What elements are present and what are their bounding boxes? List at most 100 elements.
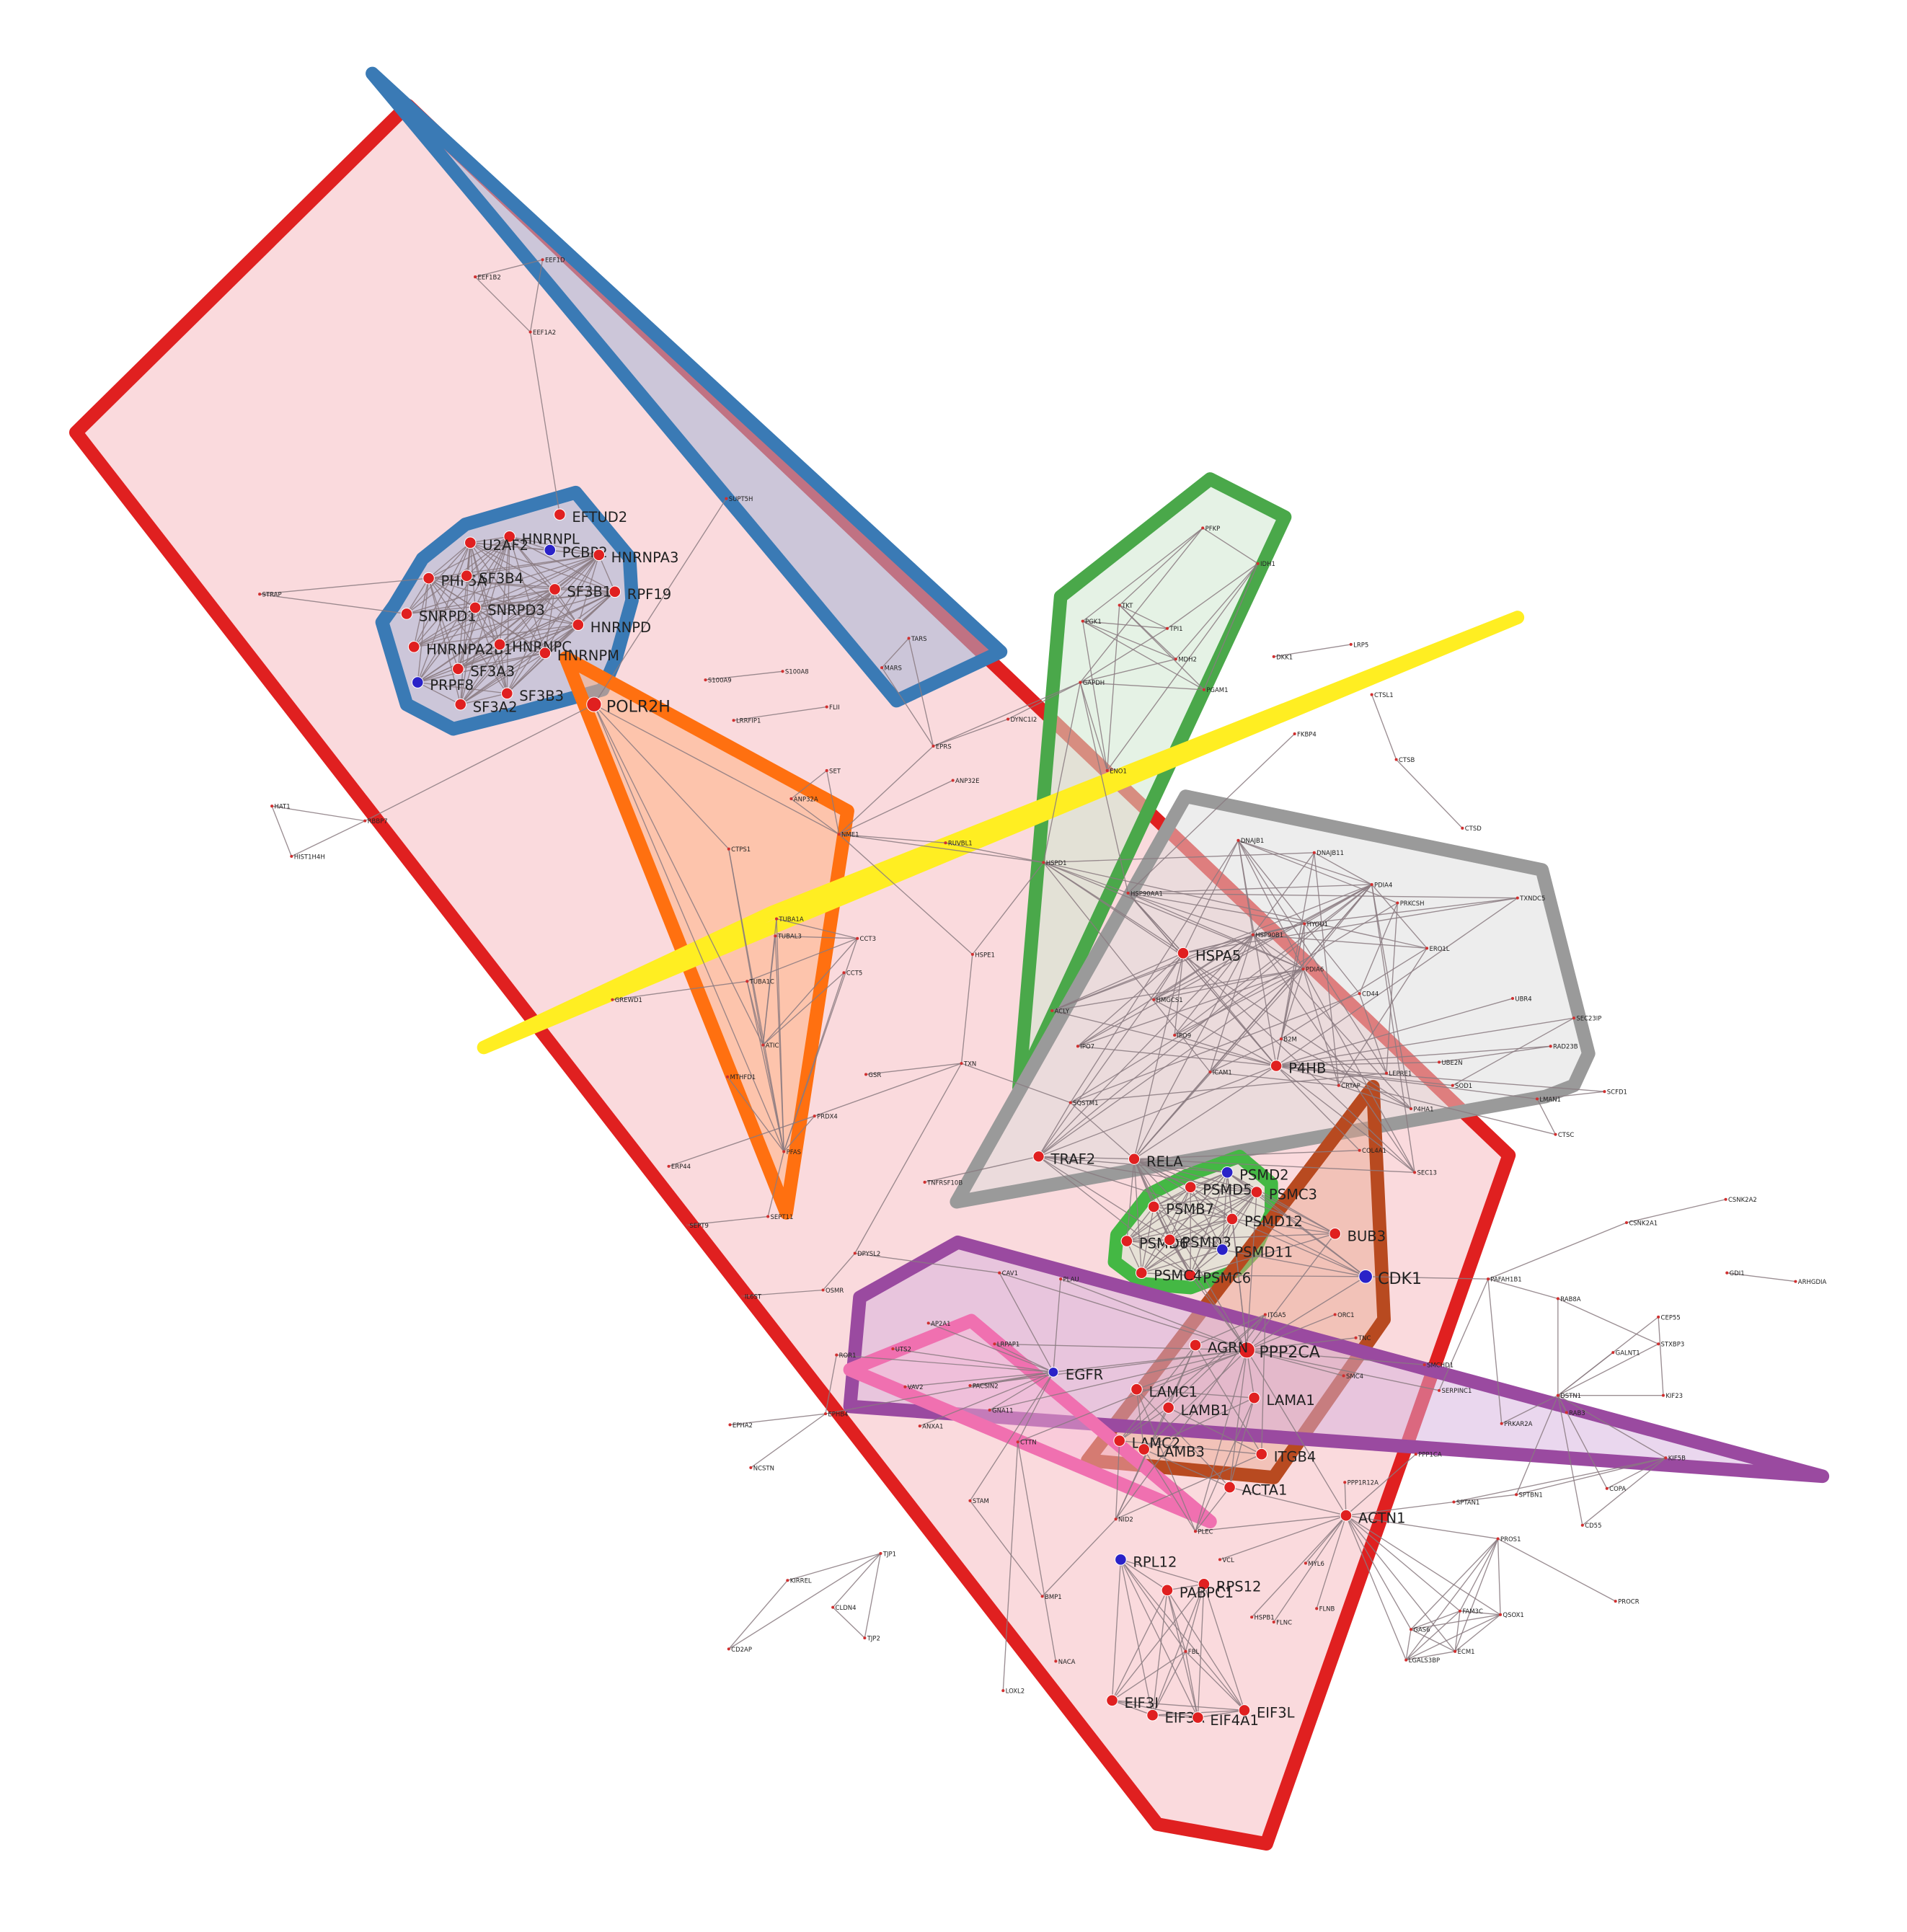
node-hnrnpa2b1[interactable] [407,640,420,653]
node-psmd6[interactable] [1120,1235,1133,1247]
node-acta1[interactable] [1224,1481,1236,1494]
edge-HNRNPA3-PRPF8 [417,554,600,683]
node-p4hb[interactable] [1270,1060,1283,1072]
edge-PPP2CA-CDK1 [1247,1276,1366,1351]
node-label-anxa1: ANXA1 [922,1424,943,1431]
node-egfr[interactable] [1048,1367,1059,1378]
node-sf3a3[interactable] [452,663,464,675]
node-eif3a[interactable] [1146,1709,1159,1721]
node-lamc1[interactable] [1131,1383,1143,1396]
edge-SF3B1-PRPF8 [417,588,555,683]
node-label-strap: STRAP [262,592,282,599]
edge-TRAF2-SQSTM1 [1037,1102,1071,1157]
edge-NME1-RUVBL1 [839,833,946,843]
node-dot-lgals3bp [1404,1658,1408,1662]
node-label-rela: RELA [1146,1153,1183,1170]
node-label-sec13: SEC13 [1417,1170,1436,1177]
edge-TPI1-GAPDH [1079,628,1168,683]
node-dot-gdi1 [1725,1271,1729,1275]
node-agrn[interactable] [1189,1339,1202,1352]
node-actn1[interactable] [1340,1509,1353,1522]
edge-TUBA1A-CCT3 [776,918,858,939]
node-hnrnpc[interactable] [493,638,506,651]
edge-DNAJB1-PRKCSH [1238,840,1398,904]
node-eif3l[interactable] [1238,1704,1251,1716]
node-psmd3[interactable] [1164,1233,1176,1246]
node-snrpd3[interactable] [469,601,482,614]
node-phf5a[interactable] [422,572,435,585]
node-label-tnfrsf10b: TNFRSF10B [926,1179,963,1187]
node-lamb1[interactable] [1162,1401,1174,1414]
node-hnrnpa3[interactable] [593,549,606,562]
edge-U2AF2-HNRNPM [469,542,546,654]
node-hnrnpl[interactable] [503,531,516,543]
node-psmc4[interactable] [1135,1267,1148,1280]
node-dot-hist1h4h [290,854,293,858]
edge-RPS12-EIF3L [1203,1584,1245,1711]
node-itgb4[interactable] [1255,1448,1268,1461]
node-dot-ctsb [1394,758,1398,761]
node-psmd5[interactable] [1184,1181,1197,1194]
node-psmc3[interactable] [1250,1186,1263,1198]
edge-RUVBL1-HSPD1 [945,842,1044,864]
node-eif4a1[interactable] [1192,1711,1204,1724]
edge-PSMD6-PSMC6 [1126,1240,1191,1276]
node-polr2h[interactable] [586,696,602,712]
node-label-eno1: ENO1 [1110,768,1127,775]
node-sf3b1[interactable] [549,583,561,595]
node-pcbp2[interactable] [544,544,557,557]
node-cdk1[interactable] [1358,1269,1373,1284]
node-label-tubal3: TUBAL3 [777,934,802,941]
node-label-stxbp3: STXBP3 [1661,1342,1685,1349]
node-ppp2ca[interactable] [1238,1342,1255,1359]
node-label-sf3a3: SF3A3 [470,663,515,680]
node-hspa5[interactable] [1177,947,1190,960]
node-label-orc1: ORC1 [1337,1312,1354,1319]
node-sf3a2[interactable] [454,698,467,711]
node-psmc6[interactable] [1184,1269,1197,1282]
node-dot-cd55 [1580,1523,1584,1527]
node-lamc2[interactable] [1113,1435,1126,1447]
node-rpf19[interactable] [609,585,621,598]
edge-PDIA4-HMGCS1 [1153,884,1372,1001]
edge-RBBP7-POLR2H [364,704,595,822]
edge-TPI1-IDH1 [1167,563,1259,629]
edge-HNRNPL-SF3A2 [460,536,510,705]
edge-KIF5B-CD55 [1582,1457,1666,1526]
node-sf3b3[interactable] [500,687,513,700]
node-dot-rab8a [1556,1297,1559,1300]
node-psmd11[interactable] [1216,1244,1229,1256]
node-psmd2[interactable] [1221,1166,1234,1179]
node-rpl12[interactable] [1115,1554,1127,1566]
edge-PPP2CA-ORC1 [1247,1313,1335,1351]
node-label-acly: ACLY [1055,1008,1070,1015]
node-u2af2[interactable] [464,536,477,549]
node-dot-pdia4 [1370,882,1373,887]
node-hnrnpm[interactable] [539,647,552,660]
node-psmb7[interactable] [1147,1200,1160,1213]
node-lamb3[interactable] [1138,1443,1150,1455]
edge-PHF5A-SF3A3 [428,577,459,670]
node-traf2[interactable] [1032,1151,1045,1163]
node-bub3[interactable] [1329,1227,1341,1240]
edge-HNRNPD-PRPF8 [417,624,579,683]
node-dot-hat1 [270,805,274,808]
node-label-dpysl2: DPYSL2 [857,1251,880,1258]
node-dot-ncstn [749,1466,753,1469]
node-pabpc1[interactable] [1161,1584,1174,1597]
node-psmd12[interactable] [1226,1213,1239,1226]
node-snrpd1[interactable] [400,608,413,620]
node-lama1[interactable] [1248,1391,1260,1404]
node-hnrnpd[interactable] [572,619,585,632]
edge-EIF3L-FBL [1185,1651,1245,1711]
node-rela[interactable] [1128,1153,1141,1165]
edge-U2AF2-PRPF8 [417,542,471,683]
node-sf3b4[interactable] [460,570,473,582]
edge-SUPT5H-POLR2H [593,498,727,705]
node-eif3i[interactable] [1106,1694,1118,1707]
node-dot-sept9 [685,1223,689,1227]
node-prpf8[interactable] [411,676,424,688]
node-rps12[interactable] [1198,1578,1211,1590]
node-eftud2[interactable] [554,508,566,521]
